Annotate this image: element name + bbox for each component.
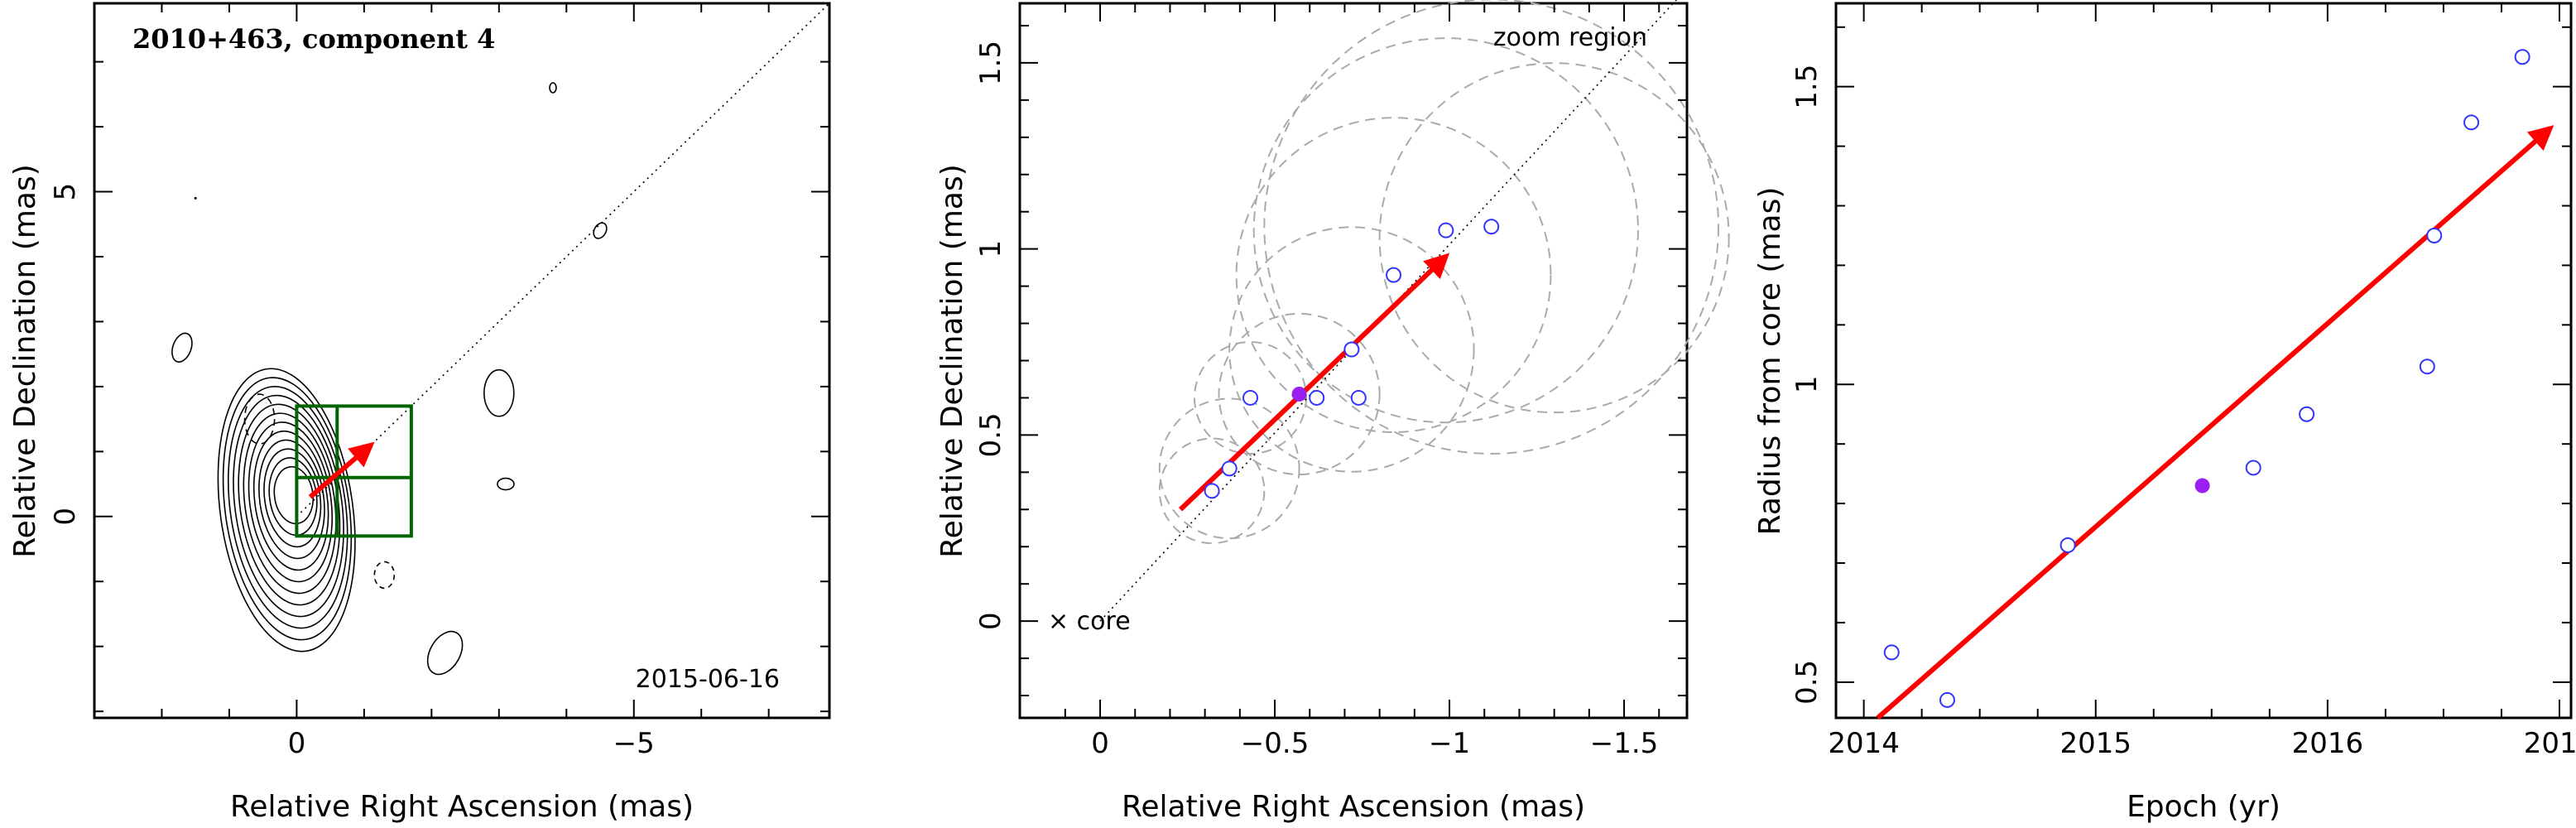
contour-line (222, 377, 353, 641)
panel1-y-tick-label: 5 (49, 183, 82, 201)
component-size-circle (1193, 340, 1308, 455)
position-point (1221, 460, 1238, 477)
component-size-circle (1378, 62, 1730, 414)
panel2-y-tick-label: 1 (974, 240, 1007, 258)
panel3-frame (1834, 2, 2573, 720)
contour-island (483, 368, 515, 417)
component-size-circle (1228, 226, 1475, 473)
motion-arrow (308, 441, 375, 499)
jet-axis-line (296, 2, 830, 518)
panel1-contours (171, 82, 608, 676)
zoom-region-box (295, 404, 413, 538)
contour-island (593, 222, 608, 239)
position-point (1309, 389, 1325, 406)
panel2-x-tick-label: −1.5 (1590, 727, 1659, 760)
panel2-x-tick-label: 0 (1091, 727, 1109, 760)
panel3-x-tick-label: 2016 (2292, 727, 2364, 760)
panel2-y-tick-label: 0 (974, 612, 1007, 630)
jet-axis-line (1099, 0, 1678, 622)
contour-line (248, 421, 334, 583)
panel-radius-vs-epoch: 2014 2015 2016 2017 0.5 1 1.5 Epoch (yr) Radiu… (1753, 2, 2576, 824)
panel3-y-tick-label: 1 (1790, 375, 1824, 393)
position-point (1483, 219, 1500, 235)
radius-point (2463, 114, 2480, 131)
panel2-y-tick-label: 0.5 (974, 412, 1007, 457)
contour-line (263, 448, 322, 548)
panel3-y-tick-label: 1.5 (1790, 65, 1824, 109)
contour-dot (194, 196, 197, 200)
panel2-y-tick-label: 1.5 (974, 41, 1007, 85)
contour-line (233, 394, 344, 618)
panel1-x-tick-label: 0 (288, 727, 306, 760)
negative-contour (373, 561, 396, 590)
component-size-circle (1235, 117, 1552, 434)
contour-line (243, 412, 337, 595)
radius-point (2245, 460, 2261, 476)
panel1-x-tick-label: −5 (613, 727, 655, 760)
position-point (1350, 389, 1367, 406)
panel3-y-tick-label: 0.5 (1790, 660, 1824, 705)
panel2-y-axis-label: Relative Declination (mas) (935, 164, 969, 558)
radius-point (1939, 691, 1955, 708)
panel3-ticks: 2014 2015 2016 2017 0.5 1 1.5 (1790, 3, 2576, 760)
position-point (1204, 483, 1220, 499)
contour-island (497, 477, 515, 491)
panel3-x-tick-label: 2017 (2524, 727, 2576, 760)
panel3-x-tick-label: 2015 (2059, 727, 2131, 760)
panel1-ticks: 0 −5 0 5 (49, 3, 829, 760)
position-point (1386, 267, 1402, 283)
radius-point (2059, 537, 2076, 553)
component-size-circle (1263, 0, 1719, 455)
panel2-ticks: 0 −0.5 −1 −1.5 0 0.5 1 1.5 (974, 3, 1687, 760)
panel1-title: 2010+463, component 4 (132, 23, 495, 55)
panel3-x-tick-label: 2014 (1828, 727, 1900, 760)
negative-contour (243, 393, 276, 445)
panel3-marks (1876, 49, 2554, 720)
contour-line (227, 386, 348, 629)
panel1-x-axis-label: Relative Right Ascension (mas) (230, 790, 694, 824)
panel1-frame (93, 2, 831, 720)
panel1-y-axis-label: Relative Declination (mas) (8, 164, 42, 558)
radius-point (2419, 359, 2435, 375)
component-size-circle (1158, 437, 1266, 545)
panel2-zoom-annotation: zoom region (1493, 23, 1647, 52)
position-point (1343, 341, 1360, 358)
panel3-x-axis-label: Epoch (yr) (2127, 790, 2280, 824)
panel-contour-map: 0 −5 0 5 2010+463, component 4 2015-06-16 R… (8, 2, 831, 824)
radius-point (1883, 644, 1900, 661)
component-size-circle (1252, 37, 1639, 424)
contour-line (258, 439, 325, 560)
component-size-circle (1218, 312, 1381, 476)
contour-line (252, 430, 329, 571)
component-size-circle (1158, 397, 1300, 540)
panel1-marks (295, 2, 830, 538)
contour-island (426, 630, 464, 676)
panel2-x-tick-label: −0.5 (1241, 727, 1310, 760)
panel1-epoch-label: 2015-06-16 (636, 665, 780, 694)
radius-point (2514, 49, 2530, 65)
position-point (1438, 222, 1454, 238)
panel1-y-tick-label: 0 (49, 508, 82, 526)
panel3-y-axis-label: Radius from core (mas) (1753, 187, 1787, 536)
radius-point (2299, 406, 2315, 422)
panel2-core-label: × core (1048, 607, 1131, 636)
trend-arrow (1876, 125, 2554, 720)
panel-zoom-region: 0 −0.5 −1 −1.5 0 0.5 1 1.5 zoom region × core R… (935, 0, 1730, 824)
contour-island (549, 82, 557, 94)
panel2-x-axis-label: Relative Right Ascension (mas) (1122, 790, 1585, 824)
motion-arrow (1179, 253, 1450, 512)
current-epoch-point (2194, 478, 2210, 493)
radius-point (2426, 227, 2443, 243)
contour-line (217, 368, 356, 652)
contour-island (171, 332, 193, 363)
panel2-marks (1099, 0, 1730, 622)
position-point (1242, 389, 1259, 406)
current-epoch-point (1291, 386, 1307, 402)
panel2-x-tick-label: −1 (1429, 727, 1470, 760)
